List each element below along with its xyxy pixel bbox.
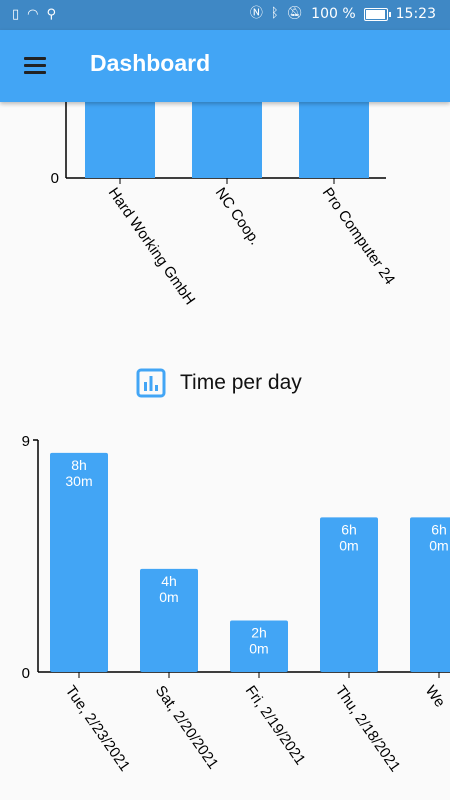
- bar-label-hours: 8h: [71, 457, 87, 473]
- page-title: Dashboard: [90, 50, 211, 76]
- bar-label-hours: 6h: [341, 521, 357, 537]
- chart-title: Time per day: [180, 371, 302, 394]
- bar-label-hours: 6h: [431, 521, 447, 537]
- bar-label-hours: 4h: [161, 573, 177, 589]
- bar: [299, 90, 369, 178]
- hamburger-menu-icon[interactable]: [24, 57, 46, 75]
- y-tick-label: 0: [51, 170, 59, 187]
- y-tick-label: 0: [22, 665, 30, 682]
- x-tick-label: Sat, 2/20/2021: [152, 683, 222, 773]
- bar-chart-icon: [136, 368, 166, 398]
- mute-icon: 🔕︎: [286, 6, 304, 21]
- bar-label-minutes: 0m: [159, 589, 178, 605]
- wifi-icon: ◠: [27, 7, 39, 22]
- x-tick-label: Thu, 2/18/2021: [332, 683, 404, 775]
- battery-icon: [363, 7, 391, 21]
- nfc-icon: Ⓝ: [249, 6, 263, 21]
- bar: [140, 568, 198, 672]
- sim-icon: ▯: [12, 7, 20, 22]
- bar-label-hours: 2h: [251, 624, 267, 640]
- bar: [85, 90, 155, 178]
- x-tick-label: We: [422, 683, 449, 711]
- battery-percent: 100 %: [311, 6, 356, 22]
- bar: [50, 452, 108, 672]
- bar: [192, 90, 262, 178]
- bar: [410, 517, 450, 672]
- bar-label-minutes: 0m: [429, 537, 448, 553]
- time-per-day-header: Time per day: [0, 368, 450, 404]
- usb-icon: ⚲: [46, 7, 57, 22]
- bar: [230, 620, 288, 672]
- clients-chart: 0 Hard Working GmbH NC Coop. Pro Computer 2…: [0, 0, 450, 340]
- bar-label-minutes: 0m: [249, 640, 268, 656]
- x-tick-label: Tue, 2/23/2021: [62, 683, 133, 775]
- x-tick-label: Fri, 2/19/2021: [242, 683, 309, 769]
- bar-label-minutes: 0m: [339, 537, 358, 553]
- bar-label-minutes: 30m: [65, 473, 92, 489]
- app-bar: Dashboard: [0, 30, 450, 102]
- clock: 15:23: [395, 6, 436, 22]
- status-bar: ▯ ◠ ⚲ Ⓝ ᛒ 🔕︎ 100 % 15:23: [0, 0, 450, 30]
- y-tick-label: 9: [22, 433, 30, 450]
- bluetooth-icon: ᛒ: [270, 6, 279, 21]
- bar: [320, 517, 378, 672]
